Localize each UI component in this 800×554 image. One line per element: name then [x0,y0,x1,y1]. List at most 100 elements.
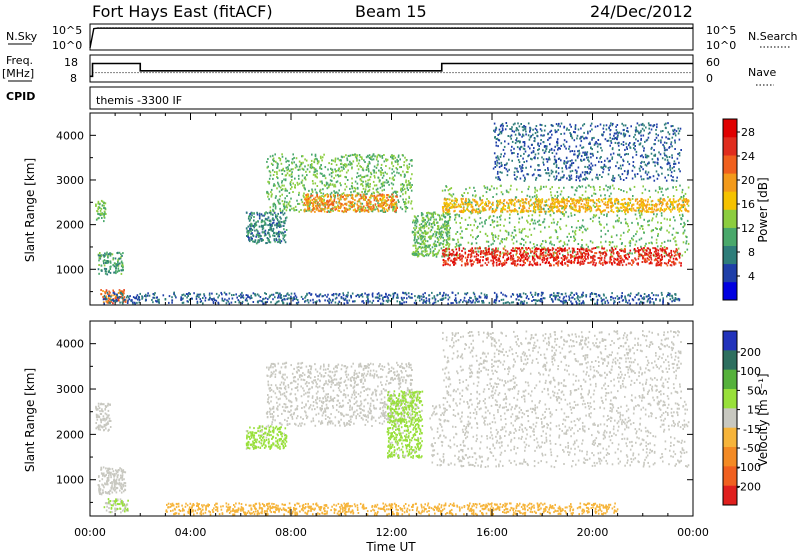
power-cell [567,200,569,203]
power-cell [454,218,456,221]
power-cell [499,260,502,263]
power-cell [641,210,643,213]
power-cell [636,262,638,265]
power-cell [444,205,446,208]
power-cell [349,194,352,197]
power-cell [459,253,461,256]
power-cell [444,189,446,192]
power-cell [366,204,369,207]
power-cell [438,214,441,217]
power-cell [371,158,373,161]
power-cell [305,170,307,173]
power-cell [107,300,109,303]
power-cell [260,235,262,238]
power-cell [344,182,346,185]
power-cell [321,159,323,162]
power-cell [335,207,337,210]
power-cell [109,294,111,297]
power-cell [600,235,602,238]
date-title: 24/Dec/2012 [590,2,693,21]
power-cell [494,162,497,165]
power-cell [643,259,646,262]
power-cell [110,300,113,303]
power-cell [274,196,277,199]
power-cell [547,158,549,161]
power-cell [640,225,643,227]
power-cell [370,196,372,199]
power-cell [442,209,444,212]
power-cell [435,255,438,258]
power-cell [380,195,382,197]
power-cell [255,224,258,227]
power-cell [606,189,609,192]
power-cell [513,262,516,265]
power-cell [659,260,662,263]
power-cell [543,129,546,132]
power-cell [421,231,423,234]
power-cell [654,161,656,164]
power-cell [656,260,659,263]
power-cell [617,207,620,210]
power-cell [369,208,372,210]
power-cell [544,212,547,215]
power-cell [519,204,522,207]
power-cell [255,221,257,224]
power-cell [420,226,422,229]
power-cell [115,263,118,266]
power-cell [529,260,531,263]
power-cell [623,206,625,209]
power-cell [555,256,557,259]
power-cell [448,231,451,234]
power-cell [353,186,356,189]
power-cell [467,262,469,265]
cpid-panel: CPID themis -3300 IF [6,86,694,110]
power-cell [455,242,458,245]
power-cell [682,206,684,209]
power-cell [518,247,521,250]
power-cell [370,171,372,174]
power-cell [368,170,370,173]
power-cell [431,214,434,217]
power-cell [366,174,369,177]
power-cell [286,201,288,204]
power-cell [468,249,470,252]
power-cell [435,253,438,256]
power-cell [330,172,333,174]
power-cell [534,186,536,189]
power-cell [451,206,454,209]
power-cell [523,144,526,147]
power-cell [434,230,436,233]
power-cell [266,242,268,244]
power-cell [350,191,352,194]
power-cell [369,185,371,188]
power-cell [252,240,254,243]
power-cell [607,160,610,163]
power-cell [670,252,672,254]
power-cell [576,251,579,254]
power-cell [500,240,503,242]
power-cell [539,254,542,257]
power-cell [642,201,644,204]
power-cell [394,207,397,210]
power-cell [592,204,595,207]
power-cell [687,199,690,202]
power-cell [356,182,359,185]
power-cell [655,203,657,206]
power-cell [101,200,104,203]
power-cell [479,217,482,220]
power-cell [640,245,642,248]
power-cell [494,130,496,133]
power-cell [592,199,594,202]
power-cell [521,247,523,250]
power-cell [499,224,502,226]
power-cell [639,206,641,209]
power-cell [473,186,475,189]
power-cell [609,249,611,252]
power-cell [287,168,290,171]
power-cell [468,253,470,256]
power-cell [670,201,673,204]
power-cell [557,172,560,175]
power-cell [319,190,321,193]
power-cell [308,196,311,199]
power-cell [679,207,682,210]
